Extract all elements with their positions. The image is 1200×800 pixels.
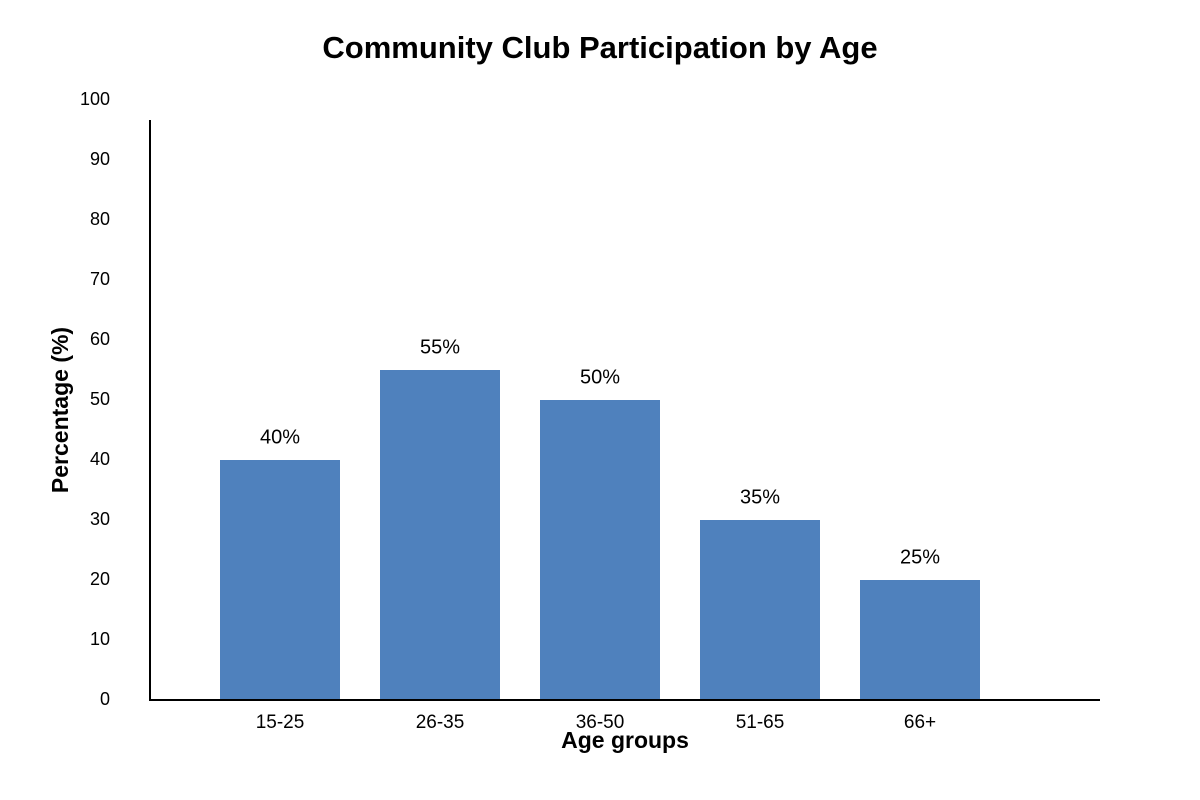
x-tick-label: 36-50 bbox=[576, 712, 625, 733]
y-tick-label: 50 bbox=[90, 389, 110, 409]
bar bbox=[540, 400, 660, 700]
y-tick-label: 30 bbox=[90, 509, 110, 529]
bar bbox=[220, 460, 340, 700]
x-tick-label: 66+ bbox=[904, 712, 936, 733]
bar-annotation: 55% bbox=[420, 336, 460, 358]
x-tick-label: 26-35 bbox=[416, 712, 465, 733]
bar-annotation: 35% bbox=[740, 486, 780, 508]
y-tick-label: 0 bbox=[100, 689, 110, 709]
y-tick-label: 100 bbox=[80, 89, 110, 109]
y-tick-label: 40 bbox=[90, 449, 110, 469]
bar bbox=[380, 370, 500, 700]
y-tick-label: 60 bbox=[90, 329, 110, 349]
x-tick-label: 51-65 bbox=[736, 712, 785, 733]
bar bbox=[700, 520, 820, 700]
bar bbox=[860, 580, 980, 700]
y-tick-label: 10 bbox=[90, 629, 110, 649]
y-tick-label: 80 bbox=[90, 209, 110, 229]
bar-annotation: 50% bbox=[580, 366, 620, 388]
y-tick-label: 90 bbox=[90, 149, 110, 169]
bar-annotation: 25% bbox=[900, 546, 940, 568]
x-tick-label: 15-25 bbox=[256, 712, 305, 733]
y-tick-label: 20 bbox=[90, 569, 110, 589]
y-tick-label: 70 bbox=[90, 269, 110, 289]
y-axis-label: Percentage (%) bbox=[47, 327, 73, 493]
chart-title: Community Club Participation by Age bbox=[322, 30, 877, 65]
x-axis-label: Age groups bbox=[561, 727, 689, 753]
bar-annotation: 40% bbox=[260, 426, 300, 448]
